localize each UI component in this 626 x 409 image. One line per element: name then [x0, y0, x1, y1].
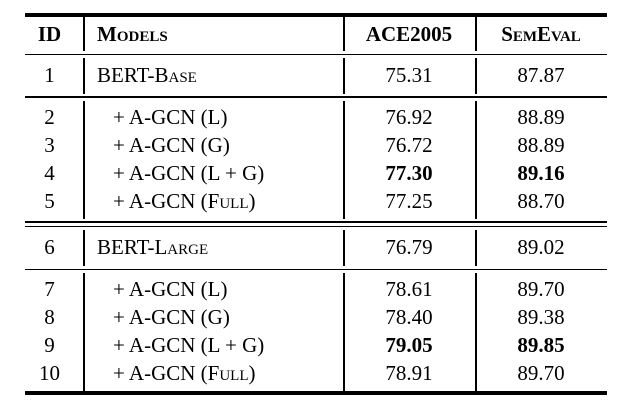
- table-row: 2 + A-GCN (L) 76.92 88.89: [25, 104, 607, 132]
- model-cell: + A-GCN (L + G): [113, 161, 265, 186]
- ace2005-cell: 77.30: [385, 161, 433, 186]
- results-table: ID Models ACE2005 SemEval 1 BERT-Base 75…: [25, 13, 607, 395]
- table-header-section: ID Models ACE2005 SemEval: [25, 17, 607, 51]
- ace2005-cell: 76.92: [385, 105, 433, 130]
- semeval-cell: 89.16: [517, 161, 565, 186]
- section-rule: [25, 268, 607, 271]
- table-row: 8 + A-GCN (G) 78.40 89.38: [25, 304, 607, 332]
- model-cell: + A-GCN (Full): [113, 361, 256, 386]
- ace2005-cell: 77.25: [385, 189, 433, 214]
- column-separator: [343, 17, 345, 51]
- double-rule: [25, 221, 607, 228]
- row-id-cell: 4: [44, 161, 55, 186]
- header-rule: [25, 53, 607, 56]
- table-row: 7 + A-GCN (L) 78.61 89.70: [25, 276, 607, 304]
- ace2005-cell: 78.91: [385, 361, 433, 386]
- model-cell: + A-GCN (Full): [113, 189, 256, 214]
- semeval-cell: 89.02: [517, 235, 565, 260]
- top-rule: [25, 13, 607, 17]
- header-id: ID: [37, 21, 62, 46]
- column-separator: [83, 57, 85, 94]
- row-id-cell: 2: [44, 105, 55, 130]
- model-cell: + A-GCN (G): [113, 305, 230, 330]
- semeval-cell: 88.89: [517, 105, 565, 130]
- ace2005-cell: 75.31: [385, 63, 433, 88]
- ace2005-cell: 79.05: [385, 333, 433, 358]
- header-models: Models: [97, 21, 168, 46]
- row-id-cell: 3: [44, 133, 55, 158]
- column-separator: [343, 100, 345, 219]
- semeval-cell: 89.85: [517, 333, 565, 358]
- row-id-cell: 10: [39, 361, 60, 386]
- table-section-bert-large-agcn: 7 + A-GCN (L) 78.61 89.70 8 + A-GCN (G) …: [25, 272, 607, 391]
- semeval-cell: 89.38: [517, 305, 565, 330]
- semeval-cell: 88.89: [517, 133, 565, 158]
- model-cell: + A-GCN (G): [113, 133, 230, 158]
- bottom-rule: [25, 390, 607, 395]
- row-id-cell: 9: [44, 333, 55, 358]
- model-cell: + A-GCN (L): [113, 277, 228, 302]
- model-cell: BERT-Large: [97, 235, 209, 260]
- semeval-cell: 89.70: [517, 361, 565, 386]
- column-separator: [475, 100, 477, 219]
- model-cell: BERT-Base: [97, 63, 197, 88]
- semeval-cell: 88.70: [517, 189, 565, 214]
- ace2005-cell: 78.40: [385, 305, 433, 330]
- section-rule: [25, 96, 607, 99]
- semeval-cell: 89.70: [517, 277, 565, 302]
- table-row: 4 + A-GCN (L + G) 77.30 89.16: [25, 160, 607, 188]
- table-row: 3 + A-GCN (G) 76.72 88.89: [25, 132, 607, 160]
- column-separator: [83, 272, 85, 391]
- ace2005-cell: 76.72: [385, 133, 433, 158]
- double-rule-line: [25, 225, 607, 228]
- table-row: 5 + A-GCN (Full) 77.25 88.70: [25, 188, 607, 216]
- column-separator: [83, 229, 85, 266]
- ace2005-cell: 78.61: [385, 277, 433, 302]
- column-separator: [475, 272, 477, 391]
- row-id-cell: 7: [44, 277, 55, 302]
- table-row: 6 BERT-Large 76.79 89.02: [25, 230, 607, 266]
- column-separator: [343, 57, 345, 94]
- column-separator: [343, 229, 345, 266]
- row-id-cell: 8: [44, 305, 55, 330]
- table-row: 9 + A-GCN (L + G) 79.05 89.85: [25, 332, 607, 360]
- table-section-bert-base-agcn: 2 + A-GCN (L) 76.92 88.89 3 + A-GCN (G) …: [25, 100, 607, 219]
- table-section-bert-base: 1 BERT-Base 75.31 87.87: [25, 57, 607, 94]
- table-header-row: ID Models ACE2005 SemEval: [25, 17, 607, 51]
- ace2005-cell: 76.79: [385, 235, 433, 260]
- header-semeval: SemEval: [501, 21, 581, 46]
- column-separator: [343, 272, 345, 391]
- row-id-cell: 5: [44, 189, 55, 214]
- header-ace2005: ACE2005: [365, 21, 453, 46]
- row-id-cell: 1: [44, 63, 55, 88]
- double-rule-line: [25, 221, 607, 224]
- column-separator: [475, 57, 477, 94]
- table-row: 1 BERT-Base 75.31 87.87: [25, 58, 607, 94]
- column-separator: [475, 17, 477, 51]
- column-separator: [83, 17, 85, 51]
- table-row: 10 + A-GCN (Full) 78.91 89.70: [25, 360, 607, 388]
- model-cell: + A-GCN (L): [113, 105, 228, 130]
- column-separator: [83, 100, 85, 219]
- semeval-cell: 87.87: [517, 63, 565, 88]
- column-separator: [475, 229, 477, 266]
- row-id-cell: 6: [44, 235, 55, 260]
- model-cell: + A-GCN (L + G): [113, 333, 265, 358]
- table-section-bert-large: 6 BERT-Large 76.79 89.02: [25, 229, 607, 266]
